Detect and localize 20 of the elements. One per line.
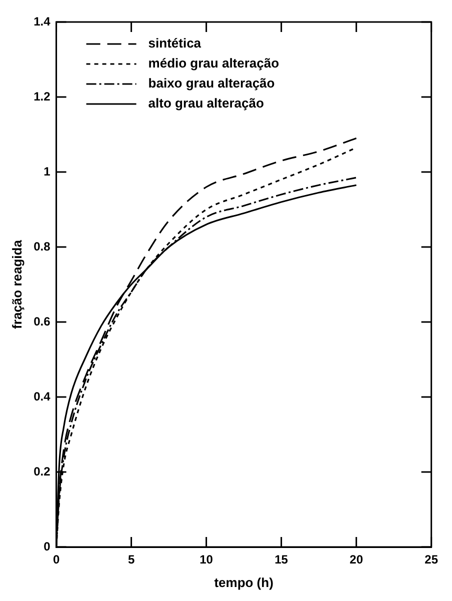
legend-label: sintética bbox=[148, 36, 202, 51]
legend-label: alto grau alteração bbox=[148, 96, 264, 111]
y-tick-label: 0.2 bbox=[34, 464, 51, 478]
legend-label: médio grau alteração bbox=[148, 56, 280, 71]
legend-label: baixo grau alteração bbox=[148, 76, 275, 91]
y-tick-label: 0.6 bbox=[34, 314, 51, 328]
x-tick-label: 0 bbox=[52, 552, 60, 567]
y-tick-label: 1 bbox=[44, 164, 51, 178]
y-axis-title: fração reagida bbox=[9, 239, 24, 329]
x-axis-title: tempo (h) bbox=[214, 574, 274, 590]
y-tick-label: 0.8 bbox=[34, 239, 51, 254]
y-tick-label: 0 bbox=[44, 539, 51, 554]
x-tick-label: 5 bbox=[128, 552, 135, 567]
x-tick-label: 25 bbox=[424, 552, 438, 567]
x-tick-label: 20 bbox=[350, 552, 364, 567]
y-tick-label: 1.4 bbox=[34, 14, 51, 28]
x-tick-label: 10 bbox=[200, 552, 214, 567]
y-tick-label: 0.4 bbox=[34, 389, 51, 404]
y-tick-label: 1.2 bbox=[34, 89, 51, 104]
x-tick-label: 15 bbox=[274, 552, 288, 567]
